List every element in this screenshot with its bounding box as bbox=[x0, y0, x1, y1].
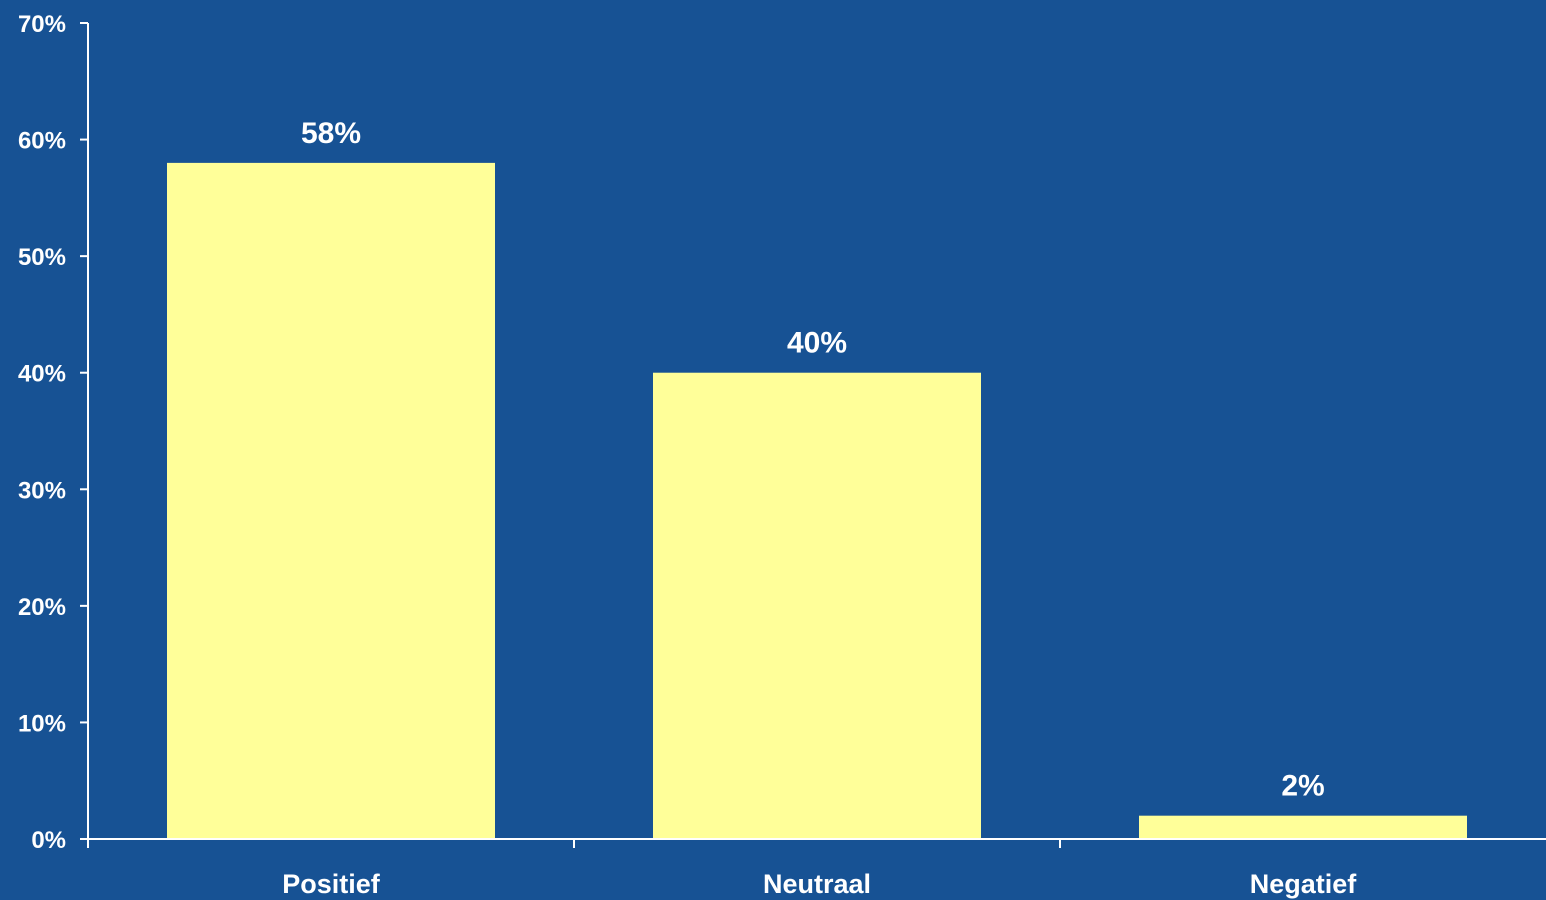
category-labels: Positief Neutraal Negatief bbox=[282, 869, 1357, 899]
data-labels: 58% 40% 2% bbox=[301, 117, 1325, 803]
y-tick-label: 70% bbox=[18, 11, 66, 38]
y-tick-label: 30% bbox=[18, 477, 66, 504]
bar-negatief bbox=[1139, 815, 1467, 839]
bar-neutraal bbox=[653, 372, 981, 839]
y-axis-ticks: 0% 10% 20% 30% 40% 50% 60% 70% bbox=[18, 11, 88, 854]
category-label-negatief: Negatief bbox=[1250, 869, 1358, 899]
y-tick-label: 10% bbox=[18, 710, 66, 737]
y-tick-label: 50% bbox=[18, 244, 66, 271]
bar-positief bbox=[167, 162, 495, 839]
x-axis-ticks bbox=[87, 839, 1061, 848]
data-label-neutraal: 40% bbox=[787, 327, 847, 360]
bars bbox=[167, 162, 1467, 839]
y-tick-label: 20% bbox=[18, 594, 66, 621]
data-label-positief: 58% bbox=[301, 117, 361, 150]
y-tick-label: 40% bbox=[18, 361, 66, 388]
data-label-negatief: 2% bbox=[1281, 770, 1324, 803]
y-tick-label: 0% bbox=[31, 827, 66, 854]
category-label-neutraal: Neutraal bbox=[763, 869, 871, 899]
y-tick-label: 60% bbox=[18, 128, 66, 155]
category-label-positief: Positief bbox=[282, 869, 381, 899]
